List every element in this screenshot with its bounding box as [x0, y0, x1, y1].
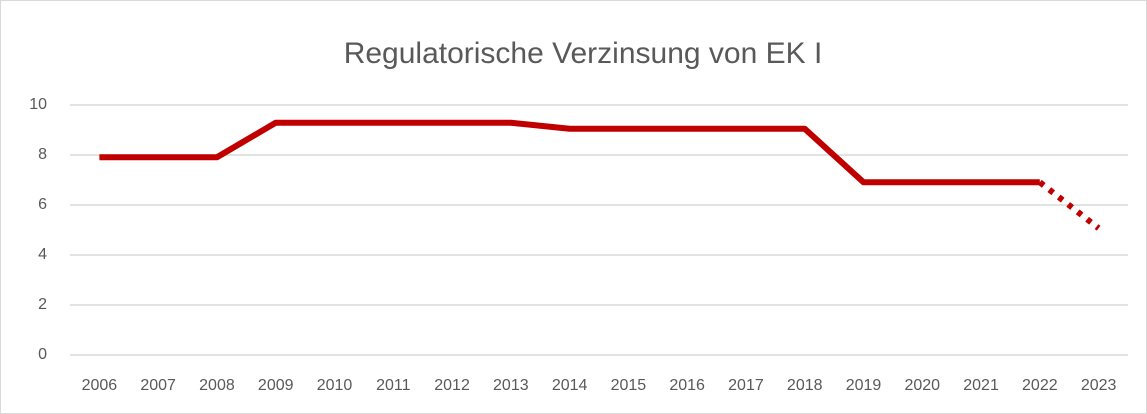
x-tick-label: 2014	[552, 377, 588, 394]
x-tick-label: 2017	[728, 377, 764, 394]
x-tick-label: 2010	[317, 377, 353, 394]
y-tick-label: 0	[38, 346, 47, 363]
x-tick-label: 2019	[846, 377, 882, 394]
x-tick-label: 2007	[140, 377, 176, 394]
x-tick-label: 2016	[669, 377, 705, 394]
y-tick-label: 2	[38, 296, 47, 313]
x-tick-label: 2009	[258, 377, 294, 394]
series-line	[1037, 179, 1101, 231]
x-tick-label: 2015	[611, 377, 647, 394]
x-tick-label: 2006	[82, 377, 118, 394]
x-tick-label: 2013	[493, 377, 529, 394]
chart-title: Regulatorische Verzinsung von EK I	[344, 37, 823, 70]
x-tick-label: 2021	[963, 377, 999, 394]
x-tick-label: 2020	[904, 377, 940, 394]
x-tick-label: 2008	[199, 377, 235, 394]
y-tick-label: 10	[29, 96, 47, 113]
series-line	[99, 119, 1040, 186]
y-tick-label: 6	[38, 196, 47, 213]
x-tick-label: 2018	[787, 377, 823, 394]
y-tick-label: 4	[38, 246, 47, 263]
x-tick-label: 2023	[1081, 377, 1117, 394]
y-tick-label: 8	[38, 146, 47, 163]
x-tick-label: 2011	[376, 377, 411, 394]
x-tick-label: 2022	[1022, 377, 1058, 394]
x-tick-label: 2012	[434, 377, 470, 394]
